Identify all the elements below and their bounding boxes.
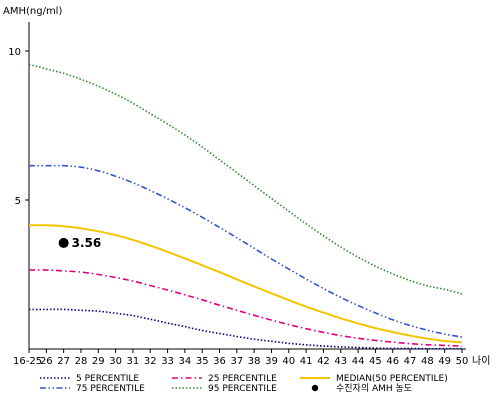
x-tick-label-9: 34: [179, 356, 192, 367]
series-line-4: [28, 63, 463, 295]
x-tick-label-20: 45: [369, 356, 382, 367]
x-tick-label-10: 35: [196, 356, 209, 367]
series-line-1: [28, 269, 463, 347]
x-tick-label-11: 36: [213, 356, 226, 367]
y-tick-label-0: 5: [15, 196, 21, 207]
legend: 5 PERCENTILE 25 PERCENTILE MEDIAN(50 PERCE…: [40, 374, 448, 394]
x-tick-label-18: 43: [334, 356, 347, 367]
legend-label-1: 25 PERCENTILE: [208, 374, 277, 384]
x-tick-label-4: 29: [92, 356, 105, 367]
series-line-3: [29, 164, 463, 338]
series-line-0: [28, 308, 462, 350]
x-tick-label-22: 47: [404, 356, 417, 367]
legend-marker-swatch: [311, 384, 319, 392]
patient-point: [58, 237, 69, 248]
x-tick-label-1: 26: [40, 356, 53, 367]
patient-marker: 3.56: [58, 236, 102, 250]
x-tick-label-24: 49: [438, 356, 451, 367]
series-line-2: [28, 224, 463, 344]
y-axis-label: AMH(ng/ml): [3, 6, 62, 17]
y-ticks: 5 10: [8, 47, 29, 207]
legend-label-4: 95 PERCENTILE: [208, 384, 277, 394]
x-tick-label-5: 30: [109, 356, 122, 367]
x-tick-label-15: 40: [282, 356, 295, 367]
x-tick-label-17: 42: [317, 356, 330, 367]
x-tick-label-6: 31: [127, 356, 140, 367]
x-tick-label-12: 37: [230, 356, 243, 367]
legend-label-3: 75 PERCENTILE: [76, 384, 145, 394]
x-tick-label-0: 16-25: [13, 356, 42, 367]
x-tick-label-8: 33: [161, 356, 174, 367]
x-tick-label-13: 38: [248, 356, 261, 367]
x-axis-label: 나이: [472, 355, 490, 367]
x-tick-label-14: 39: [265, 356, 278, 367]
series-lines: [28, 63, 463, 350]
y-tick-label-1: 10: [8, 47, 21, 58]
x-tick-label-25: 50: [456, 356, 469, 367]
x-tick-label-2: 27: [57, 356, 70, 367]
legend-label-2: MEDIAN(50 PERCENTILE): [336, 374, 448, 384]
x-tick-label-3: 28: [75, 356, 88, 367]
legend-label-0: 5 PERCENTILE: [76, 374, 139, 384]
legend-marker-label: 수진자의 AMH 농도: [336, 383, 412, 394]
axes: [28, 22, 466, 350]
patient-point-label: 3.56: [72, 236, 102, 250]
x-tick-label-7: 32: [144, 356, 157, 367]
x-tick-label-16: 41: [300, 356, 313, 367]
x-tick-label-21: 46: [386, 356, 399, 367]
x-tick-label-23: 48: [421, 356, 434, 367]
x-tick-label-19: 44: [352, 356, 365, 367]
